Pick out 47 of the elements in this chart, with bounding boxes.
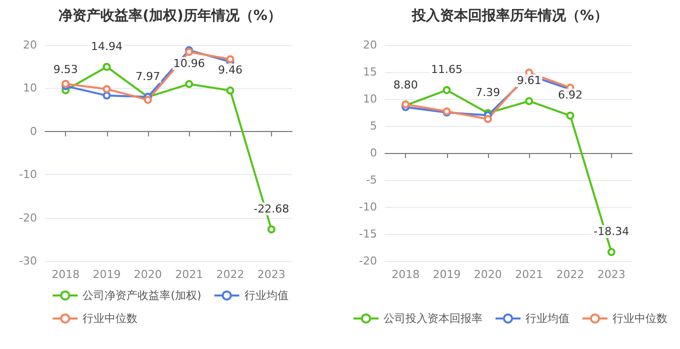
data-label: -18.34 xyxy=(594,225,630,238)
y-tick-label: 10 xyxy=(23,82,37,95)
x-tick-label: 2023 xyxy=(597,268,626,281)
y-tick-label: -5 xyxy=(366,174,377,186)
y-tick-label: 10 xyxy=(363,92,377,106)
x-tick-label: 2022 xyxy=(216,268,244,281)
x-tick-label: 2018 xyxy=(392,268,420,281)
data-label: 14.94 xyxy=(91,40,122,53)
legend-label: 行业中位数 xyxy=(82,312,138,325)
x-tick-label: 2020 xyxy=(474,268,502,281)
x-tick-label: 2021 xyxy=(515,268,544,281)
data-label: 9.61 xyxy=(516,74,542,88)
data-label: 11.65 xyxy=(431,63,462,76)
data-label: -22.68 xyxy=(254,202,290,216)
x-tick-label: 2019 xyxy=(92,268,121,281)
x-tick-label: 2022 xyxy=(556,268,584,281)
y-tick-label: -15 xyxy=(359,228,377,240)
x-tick-label: 2019 xyxy=(432,268,461,281)
y-tick-label: -30 xyxy=(19,254,37,268)
y-tick-label: 5 xyxy=(370,120,377,132)
y-tick-label: -10 xyxy=(19,168,37,182)
data-label: 7.97 xyxy=(136,70,160,83)
data-label: 9.46 xyxy=(218,64,242,77)
x-tick-label: 2021 xyxy=(175,268,204,281)
chart-title: 净资产收益率(加权)历年情况（%） xyxy=(58,7,282,24)
x-tick-label: 2020 xyxy=(134,268,162,281)
legend-label: 行业中位数 xyxy=(612,312,668,325)
y-tick-label: 20 xyxy=(363,38,377,52)
data-label: 6.92 xyxy=(558,88,582,102)
legend-label: 行业均值 xyxy=(244,289,288,302)
legend-label: 公司净资产收益率(加权) xyxy=(82,289,202,302)
y-tick-label: -20 xyxy=(359,254,377,268)
y-tick-label: 0 xyxy=(370,146,377,160)
legend-label: 公司投入资本回报率 xyxy=(384,312,482,325)
data-label: 8.80 xyxy=(393,78,418,92)
y-tick-label: 15 xyxy=(363,66,377,78)
x-tick-label: 2018 xyxy=(52,268,80,281)
y-tick-label: 0 xyxy=(30,124,37,138)
y-tick-label: 20 xyxy=(23,38,37,52)
y-tick-label: -20 xyxy=(19,211,37,224)
chart-title: 投入资本回报率历年情况（%） xyxy=(410,7,608,24)
legend-label: 行业均值 xyxy=(526,312,570,325)
data-label: 10.96 xyxy=(173,57,205,70)
x-tick-label: 2023 xyxy=(257,268,286,281)
data-label: 7.39 xyxy=(476,86,500,100)
y-tick-label: -10 xyxy=(359,200,377,214)
data-label: 9.53 xyxy=(53,63,78,76)
